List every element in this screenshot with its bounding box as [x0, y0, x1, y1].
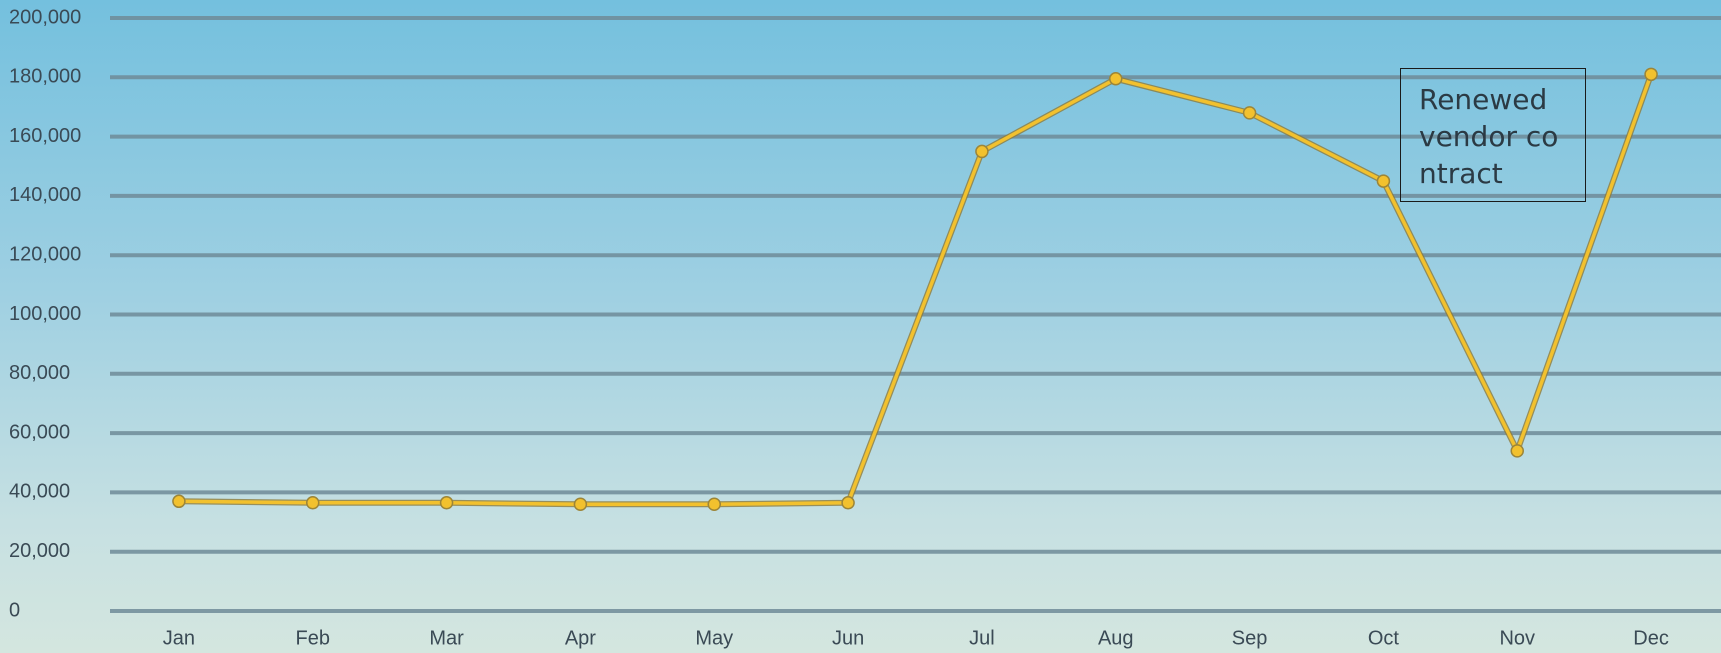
point	[306, 496, 320, 510]
annotation: Renewed vendor contract	[1400, 68, 1586, 202]
point	[975, 144, 989, 159]
y-tick-label: 0	[9, 599, 20, 621]
y-tick-label: 100,000	[9, 303, 81, 325]
x-tick-label: Feb	[296, 627, 330, 649]
y-tick-label: 160,000	[9, 125, 81, 147]
point	[1644, 67, 1658, 82]
point	[707, 497, 721, 512]
point	[1376, 174, 1391, 188]
x-tick-label: Apr	[565, 627, 596, 649]
x-tick-label: May	[695, 627, 733, 649]
y-tick-label: 200,000	[9, 6, 81, 28]
point	[439, 496, 454, 510]
y-tick-label: 180,000	[9, 66, 81, 88]
point	[172, 494, 186, 509]
x-tick-label: Jan	[163, 627, 195, 649]
x-tick-label: Mar	[429, 627, 464, 649]
x-tick-label: Jul	[969, 627, 995, 649]
x-tick-label: Sep	[1232, 627, 1268, 649]
y-tick-label: 20,000	[9, 540, 70, 562]
y-tick-label: 140,000	[9, 184, 81, 206]
x-tick-label: Nov	[1499, 627, 1535, 649]
point	[1109, 72, 1123, 86]
point	[1242, 106, 1257, 120]
grid: 0 20,000 40,000 60,000 80,000 100,000 120,000 1…	[9, 6, 1721, 649]
line	[178, 73, 1653, 507]
y-tick-label: 60,000	[9, 421, 70, 443]
plot	[172, 67, 1658, 512]
point	[841, 496, 855, 510]
point	[573, 497, 588, 512]
y-tick-label: 80,000	[9, 362, 70, 384]
x-tick-label: Jun	[832, 627, 864, 649]
x-tick-label: Dec	[1633, 627, 1669, 649]
y-tick-label: 120,000	[9, 243, 81, 265]
x-tick-label: Aug	[1098, 627, 1134, 649]
point	[1510, 444, 1524, 458]
y-tick-label: 40,000	[9, 481, 70, 503]
x-tick-label: Oct	[1368, 627, 1400, 649]
